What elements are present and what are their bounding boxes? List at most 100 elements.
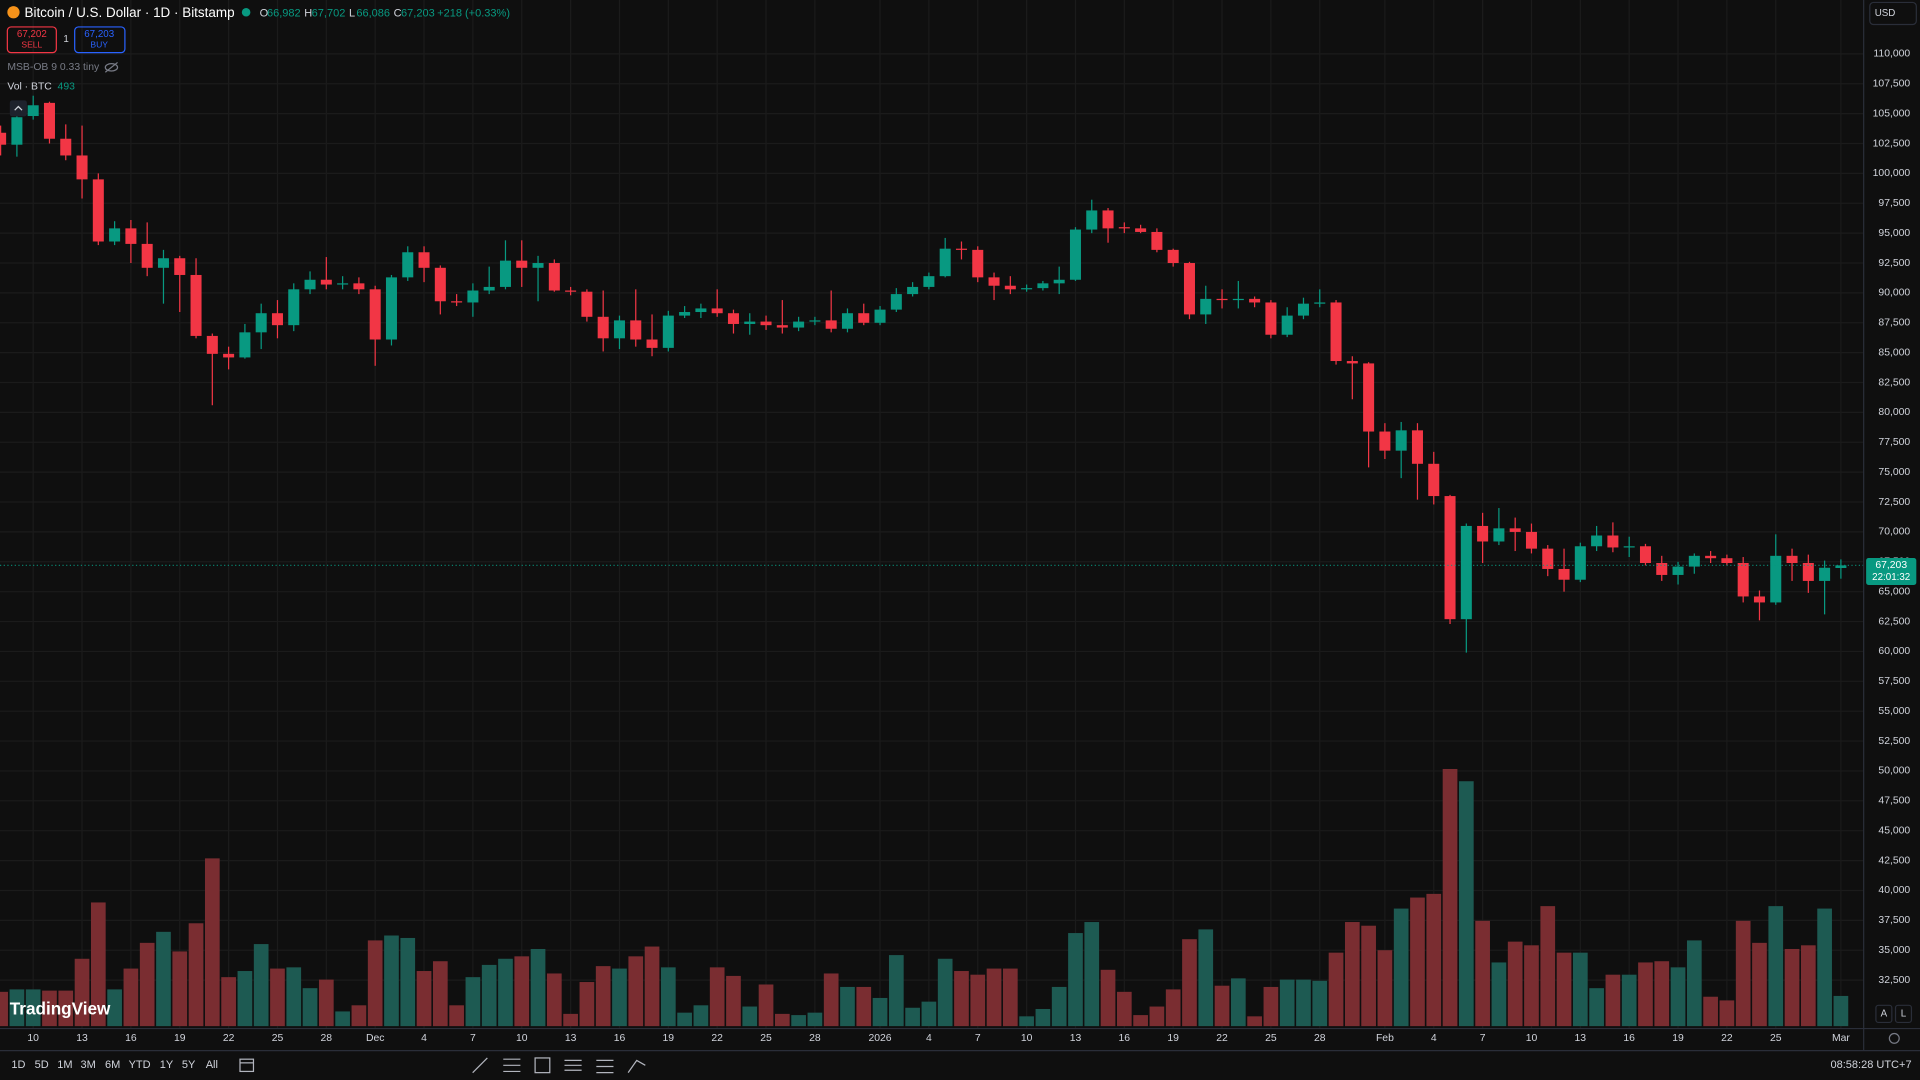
volume-bar xyxy=(1165,989,1181,1027)
buy-button[interactable] xyxy=(74,26,126,54)
y-tick-label: 60,000 xyxy=(1878,646,1910,657)
candle-body xyxy=(223,353,235,358)
volume-bar xyxy=(1133,1015,1148,1027)
range-button[interactable]: 1D xyxy=(11,1059,25,1071)
pitch-tool[interactable] xyxy=(596,1059,614,1074)
candle-body xyxy=(923,276,935,287)
candle-body xyxy=(1346,361,1358,364)
volume-bar xyxy=(156,931,171,1027)
x-tick-label: 7 xyxy=(975,1033,981,1044)
candle-body xyxy=(451,301,463,303)
volume-bar xyxy=(1426,893,1442,1027)
candle-body xyxy=(1460,525,1472,620)
x-tick-label: 13 xyxy=(565,1033,577,1044)
log-button[interactable] xyxy=(1894,1004,1913,1024)
candle-body xyxy=(60,138,72,156)
y-tick-label: 57,500 xyxy=(1878,676,1910,687)
candle-body xyxy=(1330,302,1342,362)
candle-body xyxy=(1249,298,1261,303)
x-tick-label: 4 xyxy=(421,1033,427,1044)
volume-bar xyxy=(123,968,139,1027)
x-tick-label: 28 xyxy=(1314,1033,1326,1044)
legend-value: 66,982 xyxy=(267,7,301,19)
eye-icon[interactable] xyxy=(104,61,119,73)
volume-bar xyxy=(25,989,41,1027)
candle-body xyxy=(1542,548,1554,569)
buy-label: BUY xyxy=(90,40,108,50)
spread: 1 xyxy=(63,34,68,45)
candle-body xyxy=(1737,562,1749,597)
candle-body xyxy=(467,290,479,303)
volume-bar xyxy=(628,956,644,1027)
volume-bar xyxy=(1800,945,1816,1027)
candle-body xyxy=(385,277,397,340)
volume-bar xyxy=(449,1005,464,1027)
volume-bar xyxy=(921,1001,937,1027)
volume-bar xyxy=(1703,996,1718,1027)
x-tick-label: 22 xyxy=(1721,1033,1733,1044)
rect-tool[interactable] xyxy=(534,1057,551,1074)
volume-bar xyxy=(872,997,888,1027)
auto-button[interactable] xyxy=(1875,1004,1893,1024)
candle-body xyxy=(1363,363,1375,432)
volume-bar xyxy=(139,942,155,1027)
candle-body xyxy=(1037,283,1049,289)
sell-button[interactable] xyxy=(6,26,57,54)
symbol-icon xyxy=(7,6,20,19)
candle-body xyxy=(109,228,121,242)
y-tick-label: 80,000 xyxy=(1878,407,1910,418)
range-button[interactable]: YTD xyxy=(129,1059,151,1071)
calendar-icon[interactable] xyxy=(239,1058,255,1073)
x-tick-label: 19 xyxy=(1672,1033,1684,1044)
candle-body xyxy=(190,274,202,336)
trend-tool[interactable] xyxy=(472,1057,488,1074)
volume-bar xyxy=(1198,929,1214,1027)
candle-body xyxy=(1183,263,1195,315)
volume-bar xyxy=(1817,908,1832,1027)
channel-tool[interactable] xyxy=(564,1059,582,1071)
candle-body xyxy=(858,313,870,323)
y-tick-label: 90,000 xyxy=(1878,288,1910,299)
range-button[interactable]: 3M xyxy=(81,1059,96,1071)
x-tick-label: 10 xyxy=(516,1033,528,1044)
range-button[interactable]: 1M xyxy=(57,1059,72,1071)
candle-body xyxy=(1786,555,1798,563)
candle-body xyxy=(320,279,332,285)
legend-key: H xyxy=(304,7,312,19)
volume-bar xyxy=(530,948,546,1027)
candle-body xyxy=(516,260,528,268)
volume-bar xyxy=(840,986,855,1027)
volume-bar xyxy=(1686,940,1702,1027)
brush-tool[interactable] xyxy=(627,1059,646,1074)
candle-body xyxy=(271,313,283,326)
candle-body xyxy=(907,286,919,295)
candle-body xyxy=(1525,531,1537,549)
fib-tool[interactable] xyxy=(503,1058,521,1073)
collapse-button[interactable] xyxy=(9,100,27,117)
settings-icon[interactable] xyxy=(1888,1032,1900,1044)
volume-bar xyxy=(1768,906,1784,1027)
volume-bar xyxy=(1475,920,1490,1027)
currency-button[interactable] xyxy=(1869,1,1917,26)
candle-body xyxy=(581,291,593,317)
range-button[interactable]: 1Y xyxy=(160,1059,174,1071)
volume-bar xyxy=(1589,988,1604,1027)
candle-body xyxy=(874,309,886,323)
candle-body xyxy=(972,249,984,278)
range-button[interactable]: 5Y xyxy=(182,1059,196,1071)
candle-body xyxy=(646,339,658,348)
y-tick-label: 45,000 xyxy=(1878,825,1910,836)
y-tick-label: 95,000 xyxy=(1878,228,1910,239)
volume-bar xyxy=(937,958,953,1027)
volume-bar xyxy=(221,977,236,1027)
range-button[interactable]: All xyxy=(206,1059,218,1071)
volume-bar xyxy=(1068,933,1083,1027)
range-button[interactable]: 6M xyxy=(105,1059,120,1071)
candle-body xyxy=(1819,567,1831,581)
volume-bar xyxy=(253,944,269,1027)
candle-body xyxy=(483,286,495,291)
range-button[interactable]: 5D xyxy=(35,1059,49,1071)
x-tick-label: 4 xyxy=(926,1033,932,1044)
volume-bar xyxy=(237,971,253,1027)
